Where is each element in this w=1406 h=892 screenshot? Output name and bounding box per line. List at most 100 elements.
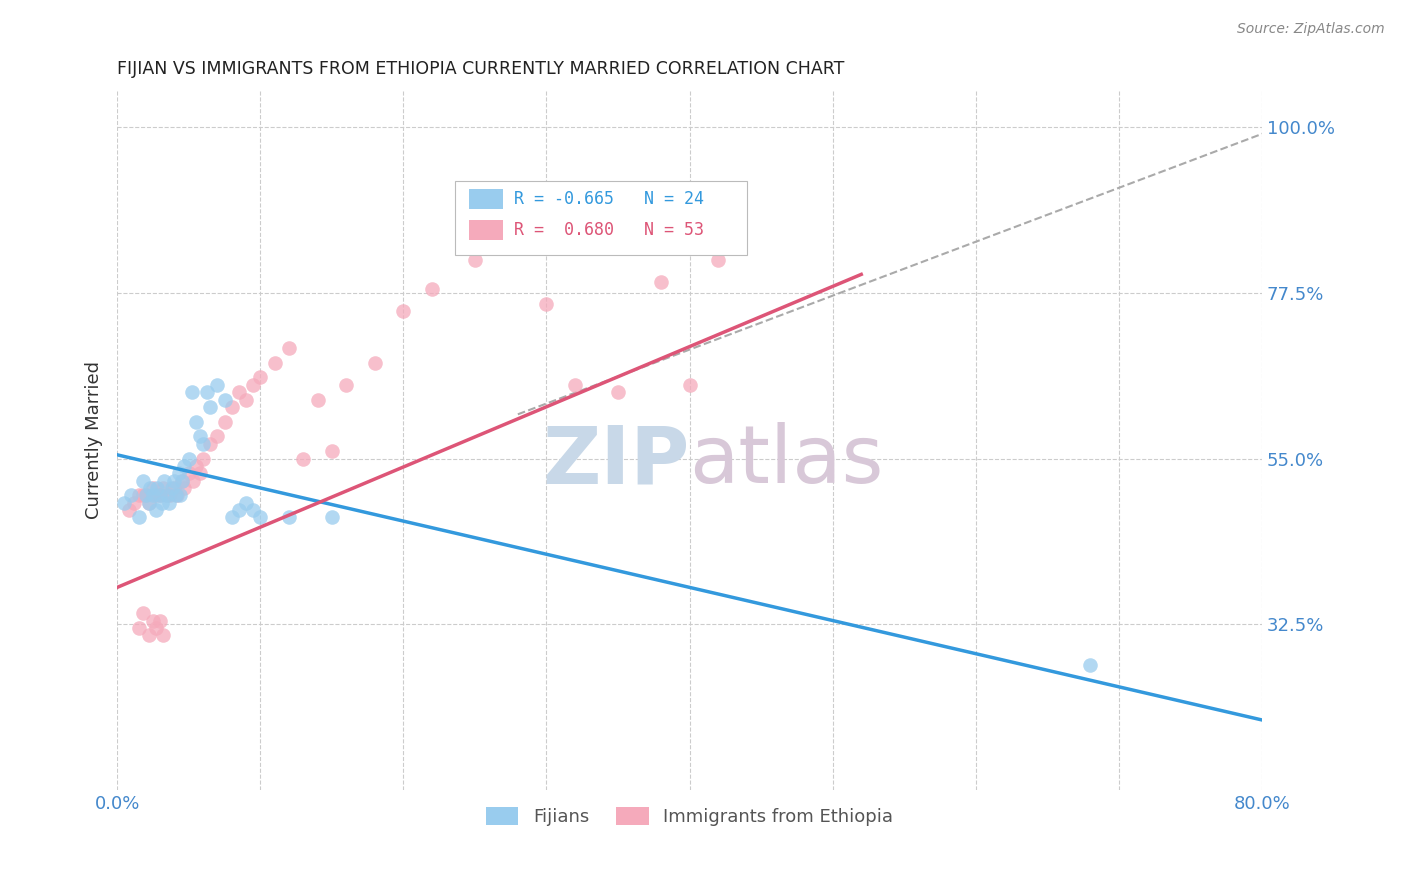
Legend: Fijians, Immigrants from Ethiopia: Fijians, Immigrants from Ethiopia bbox=[478, 799, 900, 833]
Point bbox=[142, 614, 165, 628]
Point bbox=[184, 415, 207, 429]
Point bbox=[156, 488, 179, 502]
Point bbox=[145, 488, 167, 502]
Point bbox=[214, 415, 236, 429]
Point bbox=[607, 385, 630, 400]
Text: ZIP: ZIP bbox=[543, 422, 689, 500]
Point bbox=[198, 400, 221, 414]
Point bbox=[160, 481, 183, 495]
Point bbox=[152, 628, 174, 642]
Point bbox=[420, 282, 443, 296]
Point bbox=[138, 496, 160, 510]
Point bbox=[242, 377, 264, 392]
Bar bbox=[468, 189, 503, 209]
Point bbox=[177, 467, 200, 481]
Point bbox=[277, 510, 299, 524]
Y-axis label: Currently Married: Currently Married bbox=[86, 361, 103, 519]
Point bbox=[117, 503, 139, 517]
Point bbox=[191, 437, 214, 451]
Point bbox=[198, 437, 221, 451]
Point bbox=[173, 481, 195, 495]
Point bbox=[132, 474, 155, 488]
Point bbox=[128, 621, 150, 635]
Point bbox=[707, 252, 730, 267]
FancyBboxPatch shape bbox=[456, 181, 747, 255]
Point bbox=[152, 481, 174, 495]
Point bbox=[207, 429, 229, 443]
Point bbox=[128, 510, 150, 524]
Point bbox=[166, 488, 188, 502]
Point bbox=[228, 503, 250, 517]
Point bbox=[221, 510, 243, 524]
Text: R = -0.665   N = 24: R = -0.665 N = 24 bbox=[515, 190, 704, 208]
Point bbox=[170, 474, 193, 488]
Point bbox=[506, 209, 529, 223]
Point bbox=[165, 488, 187, 502]
Point bbox=[188, 429, 211, 443]
Point bbox=[392, 304, 415, 318]
Point bbox=[335, 377, 357, 392]
Bar bbox=[468, 220, 503, 240]
Point bbox=[464, 252, 486, 267]
Point bbox=[1078, 657, 1101, 672]
Point bbox=[146, 481, 169, 495]
Point bbox=[191, 451, 214, 466]
Point bbox=[249, 370, 271, 384]
Point bbox=[142, 488, 165, 502]
Point bbox=[242, 503, 264, 517]
Point bbox=[121, 488, 143, 502]
Point bbox=[156, 488, 179, 502]
Point bbox=[139, 481, 162, 495]
Point bbox=[321, 444, 343, 458]
Text: atlas: atlas bbox=[689, 422, 884, 500]
Point bbox=[128, 488, 150, 502]
Point bbox=[138, 496, 160, 510]
Point bbox=[170, 474, 193, 488]
Point bbox=[214, 392, 236, 407]
Point bbox=[112, 496, 135, 510]
Point bbox=[173, 458, 195, 473]
Point bbox=[124, 496, 146, 510]
Point bbox=[221, 400, 243, 414]
Point bbox=[163, 474, 186, 488]
Point bbox=[149, 488, 172, 502]
Point bbox=[177, 451, 200, 466]
Point bbox=[169, 488, 191, 502]
Point bbox=[292, 451, 315, 466]
Point bbox=[135, 488, 157, 502]
Point bbox=[277, 341, 299, 355]
Point bbox=[132, 488, 155, 502]
Point bbox=[145, 503, 167, 517]
Point bbox=[228, 385, 250, 400]
Point bbox=[132, 606, 155, 620]
Point bbox=[235, 496, 257, 510]
Point bbox=[181, 474, 204, 488]
Point bbox=[564, 377, 586, 392]
Point bbox=[536, 297, 558, 311]
Point bbox=[188, 467, 211, 481]
Point bbox=[263, 356, 285, 370]
Text: Source: ZipAtlas.com: Source: ZipAtlas.com bbox=[1237, 22, 1385, 37]
Point bbox=[138, 628, 160, 642]
Point bbox=[145, 621, 167, 635]
Point bbox=[167, 467, 190, 481]
Point bbox=[678, 377, 700, 392]
Point bbox=[249, 510, 271, 524]
Point bbox=[195, 385, 218, 400]
Point bbox=[153, 474, 176, 488]
Point bbox=[180, 385, 202, 400]
Point bbox=[364, 356, 387, 370]
Point bbox=[650, 275, 672, 289]
Text: R =  0.680   N = 53: R = 0.680 N = 53 bbox=[515, 221, 704, 239]
Point bbox=[307, 392, 329, 407]
Point bbox=[150, 496, 173, 510]
Point bbox=[235, 392, 257, 407]
Point bbox=[142, 481, 165, 495]
Point bbox=[321, 510, 343, 524]
Point bbox=[184, 458, 207, 473]
Point bbox=[159, 488, 181, 502]
Text: FIJIAN VS IMMIGRANTS FROM ETHIOPIA CURRENTLY MARRIED CORRELATION CHART: FIJIAN VS IMMIGRANTS FROM ETHIOPIA CURRE… bbox=[117, 60, 845, 78]
Point bbox=[163, 481, 186, 495]
Point bbox=[149, 614, 172, 628]
Point bbox=[149, 488, 172, 502]
